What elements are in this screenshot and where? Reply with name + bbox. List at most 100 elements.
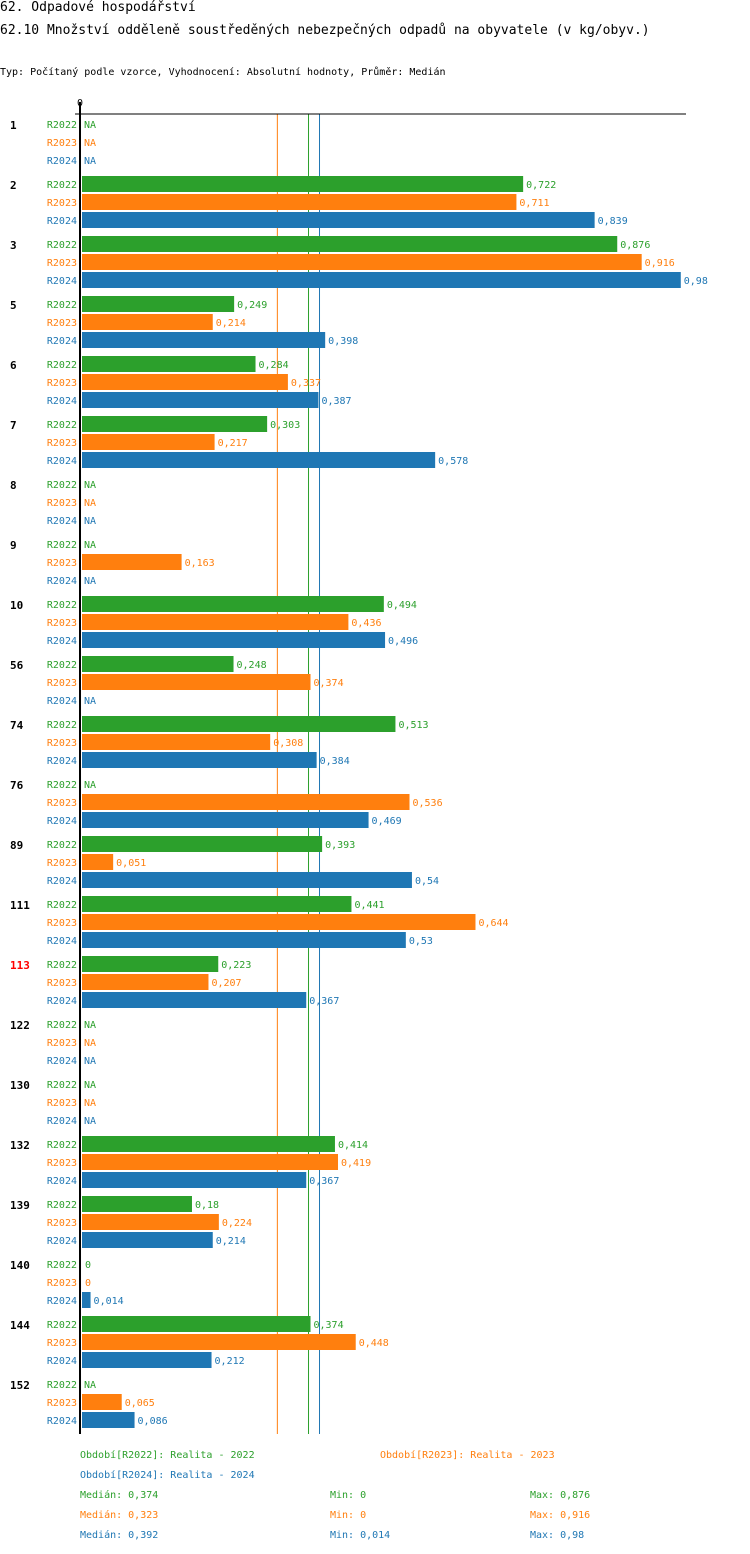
na-label: NA [84, 576, 96, 587]
value-label: 0,644 [478, 918, 508, 929]
bar [82, 272, 681, 288]
series-label: R2023 [47, 978, 77, 989]
bar [82, 914, 476, 930]
na-label: NA [84, 696, 96, 707]
value-label: 0,212 [215, 1356, 245, 1367]
legend-period-r2024: Období[R2024]: Realita - 2024 [80, 1470, 255, 1481]
series-label: R2023 [47, 1158, 77, 1169]
bar [82, 1172, 307, 1188]
value-label: 0,284 [259, 360, 289, 371]
category-label: 1 [10, 119, 17, 132]
category-label: 8 [10, 479, 17, 492]
value-label: 0,54 [415, 876, 439, 887]
series-label: R2022 [47, 1380, 77, 1391]
legend-period-r2023: Období[R2023]: Realita - 2023 [380, 1450, 555, 1461]
bar [82, 1394, 122, 1410]
bar [82, 1196, 192, 1212]
bar [82, 212, 595, 228]
na-label: NA [84, 540, 96, 551]
value-label: 0,308 [273, 738, 303, 749]
series-label: R2022 [47, 900, 77, 911]
category-label: 130 [10, 1079, 30, 1092]
series-label: R2023 [47, 1338, 77, 1349]
na-label: NA [84, 1080, 96, 1091]
series-label: R2024 [47, 336, 77, 347]
bar [82, 416, 268, 432]
bar [82, 932, 406, 948]
category-label: 5 [10, 299, 17, 312]
series-label: R2024 [47, 696, 77, 707]
value-label: 0,494 [387, 600, 417, 611]
series-label: R2022 [47, 1200, 77, 1211]
category-label: 10 [10, 599, 23, 612]
series-label: R2022 [47, 1080, 77, 1091]
value-label: 0,398 [328, 336, 358, 347]
value-label: 0,18 [195, 1200, 219, 1211]
bar [82, 1316, 311, 1332]
bar-chart: 0 1 R2022 NA R2023 NA R2024 NA 2 R2022 0,722 R2023 0… [10, 98, 708, 1434]
series-label: R2022 [47, 720, 77, 731]
bar [82, 614, 349, 630]
bar [82, 812, 369, 828]
series-label: R2022 [47, 240, 77, 251]
series-label: R2022 [47, 540, 77, 551]
series-label: R2023 [47, 378, 77, 389]
series-label: R2023 [47, 858, 77, 869]
series-label: R2023 [47, 1038, 77, 1049]
series-label: R2024 [47, 996, 77, 1007]
na-label: NA [84, 1056, 96, 1067]
value-label: 0,578 [438, 456, 468, 467]
bar [82, 992, 307, 1008]
series-label: R2022 [47, 1260, 77, 1271]
na-label: NA [84, 156, 96, 167]
series-label: R2024 [47, 156, 77, 167]
na-label: NA [84, 1098, 96, 1109]
bar [82, 554, 182, 570]
bar [82, 1232, 213, 1248]
series-label: R2023 [47, 198, 77, 209]
bar [82, 716, 396, 732]
category-label: 113 [10, 959, 30, 972]
bar [82, 254, 642, 270]
value-label: 0,367 [309, 1176, 339, 1187]
series-label: R2023 [47, 918, 77, 929]
legend-min-r2023: Min: 0 [330, 1510, 367, 1521]
bar [82, 854, 114, 870]
series-label: R2022 [47, 480, 77, 491]
series-label: R2022 [47, 1020, 77, 1031]
series-label: R2024 [47, 396, 77, 407]
series-label: R2024 [47, 636, 77, 647]
bar [82, 1214, 219, 1230]
bar [82, 674, 311, 690]
value-label: 0,916 [645, 258, 675, 269]
value-label: 0,223 [221, 960, 251, 971]
na-label: NA [84, 480, 96, 491]
legend-min-r2024: Min: 0,014 [330, 1530, 391, 1541]
series-label: R2023 [47, 1098, 77, 1109]
series-label: R2022 [47, 840, 77, 851]
legend-max-r2024: Max: 0,98 [530, 1530, 585, 1541]
series-label: R2023 [47, 258, 77, 269]
value-label: 0,536 [412, 798, 442, 809]
na-label: NA [84, 138, 96, 149]
series-label: R2024 [47, 1356, 77, 1367]
series-label: R2022 [47, 1320, 77, 1331]
na-label: NA [84, 498, 96, 509]
legend-median-r2023: Medián: 0,323 [80, 1510, 159, 1521]
bar [82, 1412, 135, 1428]
bar [82, 596, 384, 612]
series-label: R2023 [47, 1218, 77, 1229]
series-label: R2023 [47, 318, 77, 329]
value-label: 0,722 [526, 180, 556, 191]
series-label: R2022 [47, 600, 77, 611]
na-label: NA [84, 1038, 96, 1049]
value-label: 0,163 [185, 558, 215, 569]
category-label: 76 [10, 779, 24, 792]
value-label: 0,014 [94, 1296, 124, 1307]
value-label: 0,448 [359, 1338, 389, 1349]
bar [82, 836, 323, 852]
bar [82, 374, 288, 390]
series-label: R2023 [47, 1278, 77, 1289]
category-label: 9 [10, 539, 17, 552]
legend-min-r2022: Min: 0 [330, 1490, 367, 1501]
